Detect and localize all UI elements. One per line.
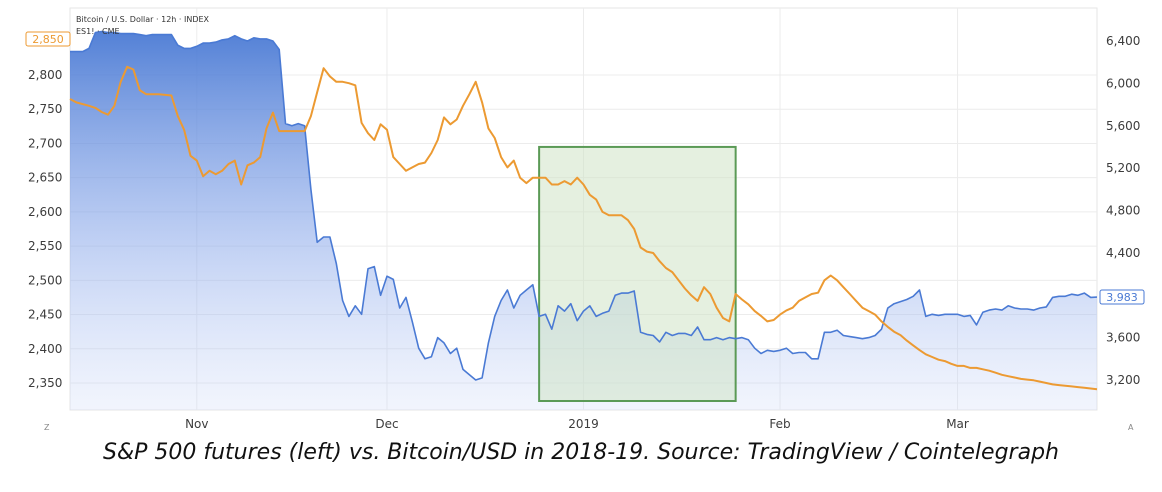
last-value-badges: 2,850 3,983 <box>25 31 1145 305</box>
highlight-box <box>538 145 737 402</box>
chart-header-line1: Bitcoin / U.S. Dollar · 12h · INDEX <box>76 15 210 24</box>
left-last-value-badge: 2,850 <box>25 31 71 47</box>
left-axis-ticks: 2,800 2,750 2,700 2,650 2,600 2,550 2,500 2,450… <box>28 68 62 390</box>
left-badge-text: 2,850 <box>32 33 64 46</box>
left-tick-label: 2,350 <box>28 376 62 390</box>
right-tick-label: 5,200 <box>1106 161 1140 175</box>
x-axis-ticks: Nov Dec 2019 Feb Mar <box>185 417 969 431</box>
x-tick-label: 2019 <box>568 417 599 431</box>
series-lines <box>69 30 1098 391</box>
left-tick-label: 2,750 <box>28 102 62 116</box>
right-badge-text: 3,983 <box>1106 291 1138 304</box>
sp500-futures-line <box>69 65 1098 391</box>
left-tick-label: 2,450 <box>28 308 62 322</box>
right-tick-label: 3,600 <box>1106 331 1140 345</box>
left-tick-label: 2,700 <box>28 136 62 150</box>
right-tick-label: 4,800 <box>1106 204 1140 218</box>
x-tick-label: Feb <box>769 417 790 431</box>
x-tick-label: Nov <box>185 417 208 431</box>
corner-right-label: A <box>1128 423 1134 432</box>
bitcoin-area-fill <box>70 31 1097 410</box>
x-tick-label: Mar <box>946 417 969 431</box>
right-tick-label: 5,600 <box>1106 119 1140 133</box>
x-tick-label: Dec <box>375 417 398 431</box>
chart-header-line2: ES1! · CME <box>76 27 120 36</box>
chart: 2,800 2,750 2,700 2,650 2,600 2,550 2,500 2,450… <box>25 7 1145 432</box>
left-tick-label: 2,500 <box>28 273 62 287</box>
left-tick-label: 2,800 <box>28 68 62 82</box>
figure-caption: S&P 500 futures (left) vs. Bitcoin/USD i… <box>103 440 1059 465</box>
highlight-region <box>538 145 737 402</box>
right-tick-label: 4,400 <box>1106 246 1140 260</box>
right-tick-label: 3,200 <box>1106 373 1140 387</box>
right-tick-label: 6,000 <box>1106 76 1140 90</box>
left-tick-label: 2,400 <box>28 342 62 356</box>
bitcoin-line <box>70 30 1098 381</box>
right-axis-ticks: 6,4006,0005,6005,2004,8004,4004,0003,600… <box>1106 34 1140 387</box>
right-tick-label: 6,400 <box>1106 34 1140 48</box>
bitcoin-area <box>70 31 1097 410</box>
left-tick-label: 2,550 <box>28 239 62 253</box>
corner-left-label: Z <box>44 423 50 432</box>
left-tick-label: 2,650 <box>28 171 62 185</box>
right-last-value-badge: 3,983 <box>1099 289 1145 305</box>
left-tick-label: 2,600 <box>28 205 62 219</box>
